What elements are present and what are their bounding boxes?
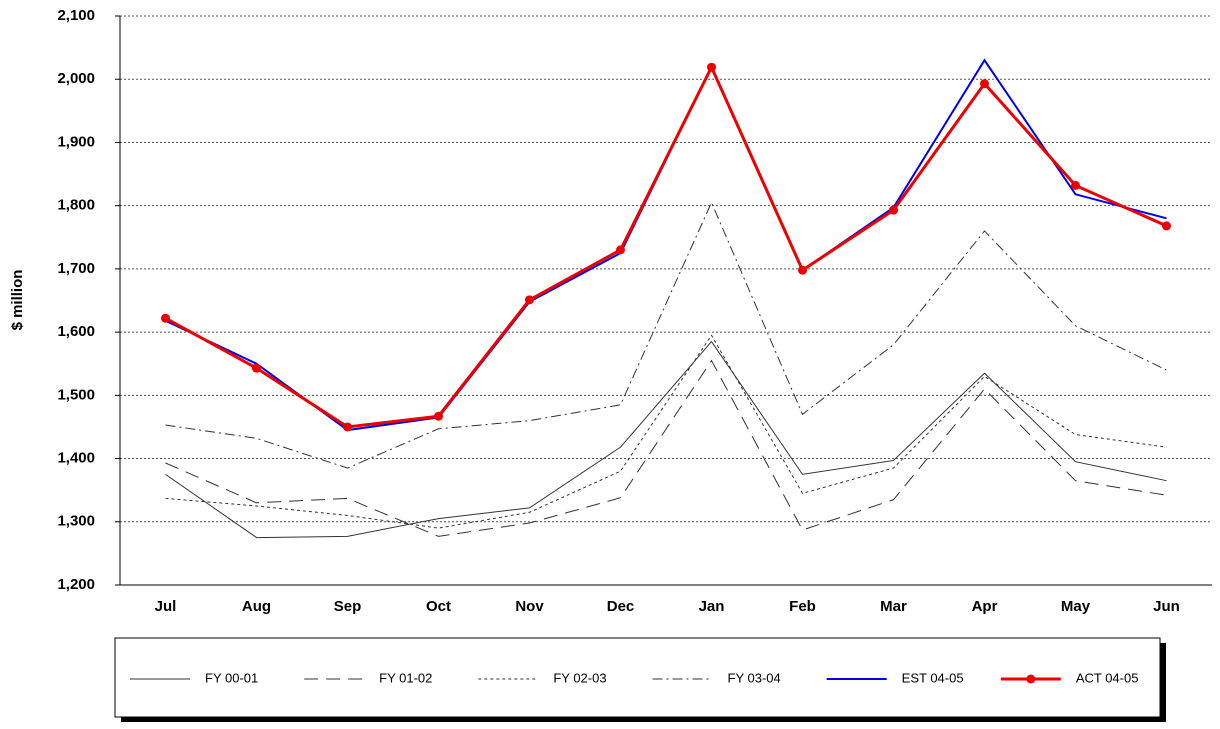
- point-marker: [1162, 221, 1171, 231]
- y-tick-label: 1,400: [57, 450, 95, 467]
- point-marker: [707, 62, 716, 72]
- point-marker: [616, 245, 625, 255]
- point-marker: [525, 295, 534, 305]
- y-tick-label: 1,600: [57, 323, 95, 340]
- y-tick-label: 2,000: [57, 70, 95, 87]
- legend-box: [114, 637, 1161, 718]
- y-tick-label: 1,200: [57, 576, 95, 593]
- point-marker: [798, 265, 807, 275]
- series-line: [165, 58, 1167, 432]
- legend-label: FY 02-03: [553, 670, 606, 685]
- legend-label: FY 03-04: [728, 670, 781, 685]
- y-tick-label: 1,900: [57, 133, 95, 150]
- legend-label: FY 01-02: [379, 670, 432, 685]
- point-marker: [980, 79, 989, 89]
- x-tick-label: Sep: [334, 598, 362, 615]
- point-marker: [252, 363, 261, 373]
- y-tick-label: 1,500: [57, 386, 95, 403]
- point-marker: [434, 411, 443, 421]
- point-marker: [889, 205, 898, 215]
- x-tick-label: Aug: [242, 598, 271, 615]
- y-tick-label: 2,100: [57, 7, 95, 24]
- x-tick-label: Apr: [972, 598, 998, 615]
- series-line: [165, 359, 1167, 537]
- x-tick-label: Jul: [155, 598, 177, 615]
- y-axis-label: $ million: [9, 270, 26, 331]
- legend-label: EST 04-05: [902, 670, 964, 685]
- point-marker: [161, 313, 170, 323]
- point-marker: [1071, 180, 1080, 190]
- series-line: [165, 201, 1167, 469]
- y-tick-label: 1,800: [57, 197, 95, 214]
- x-tick-label: May: [1061, 598, 1091, 615]
- x-tick-label: Dec: [607, 598, 635, 615]
- x-tick-label: Mar: [880, 598, 907, 615]
- x-tick-label: Jun: [1153, 598, 1180, 615]
- series-line: [165, 340, 1167, 539]
- y-tick-label: 1,700: [57, 260, 95, 277]
- series-line: [165, 334, 1167, 529]
- x-tick-label: Feb: [789, 598, 816, 615]
- y-tick-label: 1,300: [57, 513, 95, 530]
- legend-marker: [1026, 674, 1036, 684]
- legend-label: FY 00-01: [205, 670, 258, 685]
- x-tick-label: Nov: [515, 598, 544, 615]
- x-tick-label: Jan: [699, 598, 725, 615]
- legend-label: ACT 04-05: [1076, 670, 1139, 685]
- series-line: [164, 63, 1168, 429]
- point-marker: [343, 422, 352, 432]
- x-tick-label: Oct: [426, 598, 451, 615]
